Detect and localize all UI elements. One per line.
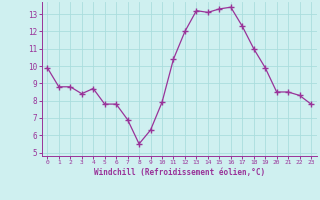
X-axis label: Windchill (Refroidissement éolien,°C): Windchill (Refroidissement éolien,°C) [94, 168, 265, 177]
